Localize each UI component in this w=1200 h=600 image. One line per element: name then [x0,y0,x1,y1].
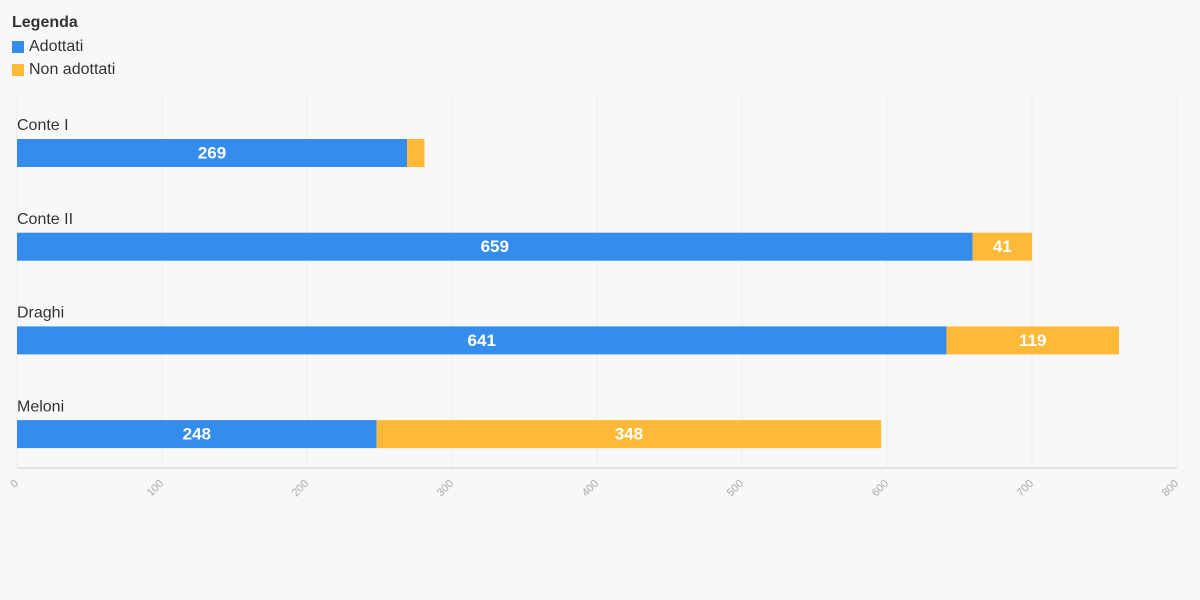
value-label: 641 [468,331,496,350]
x-tick-label: 500 [725,478,746,499]
bar-segment [17,139,408,167]
value-label: 41 [993,237,1012,256]
bar-segment [946,326,1119,355]
legend-swatch [12,64,24,76]
x-tick-label: 800 [1160,478,1181,499]
category-label: Conte II [17,211,73,228]
legend-label: Non adottati [29,61,115,78]
bar-segment [17,420,377,449]
category-label: Conte I [17,117,69,134]
category-label: Draghi [17,305,64,322]
x-tick-label: 600 [870,478,891,499]
x-tick-label: 100 [145,478,166,499]
value-label: 119 [1019,331,1046,350]
bar-segment [376,420,882,449]
x-tick-label: 300 [435,478,456,499]
x-tick-label: 0 [8,478,21,491]
value-label: 659 [481,237,509,256]
legend-label: Adottati [29,38,83,55]
legend-title: Legenda [12,14,78,31]
value-label: 348 [615,425,643,444]
value-label: 269 [198,143,226,162]
bar-segment [407,139,425,167]
x-tick-label: 700 [1015,478,1036,499]
bar-segment [972,232,1032,261]
bar-segment [17,326,947,355]
legend-swatch [12,41,24,53]
bar-segment [17,232,973,261]
value-label: 248 [183,425,211,444]
category-label: Meloni [17,398,64,415]
x-tick-label: 400 [580,478,601,499]
x-tick-label: 200 [290,478,311,499]
